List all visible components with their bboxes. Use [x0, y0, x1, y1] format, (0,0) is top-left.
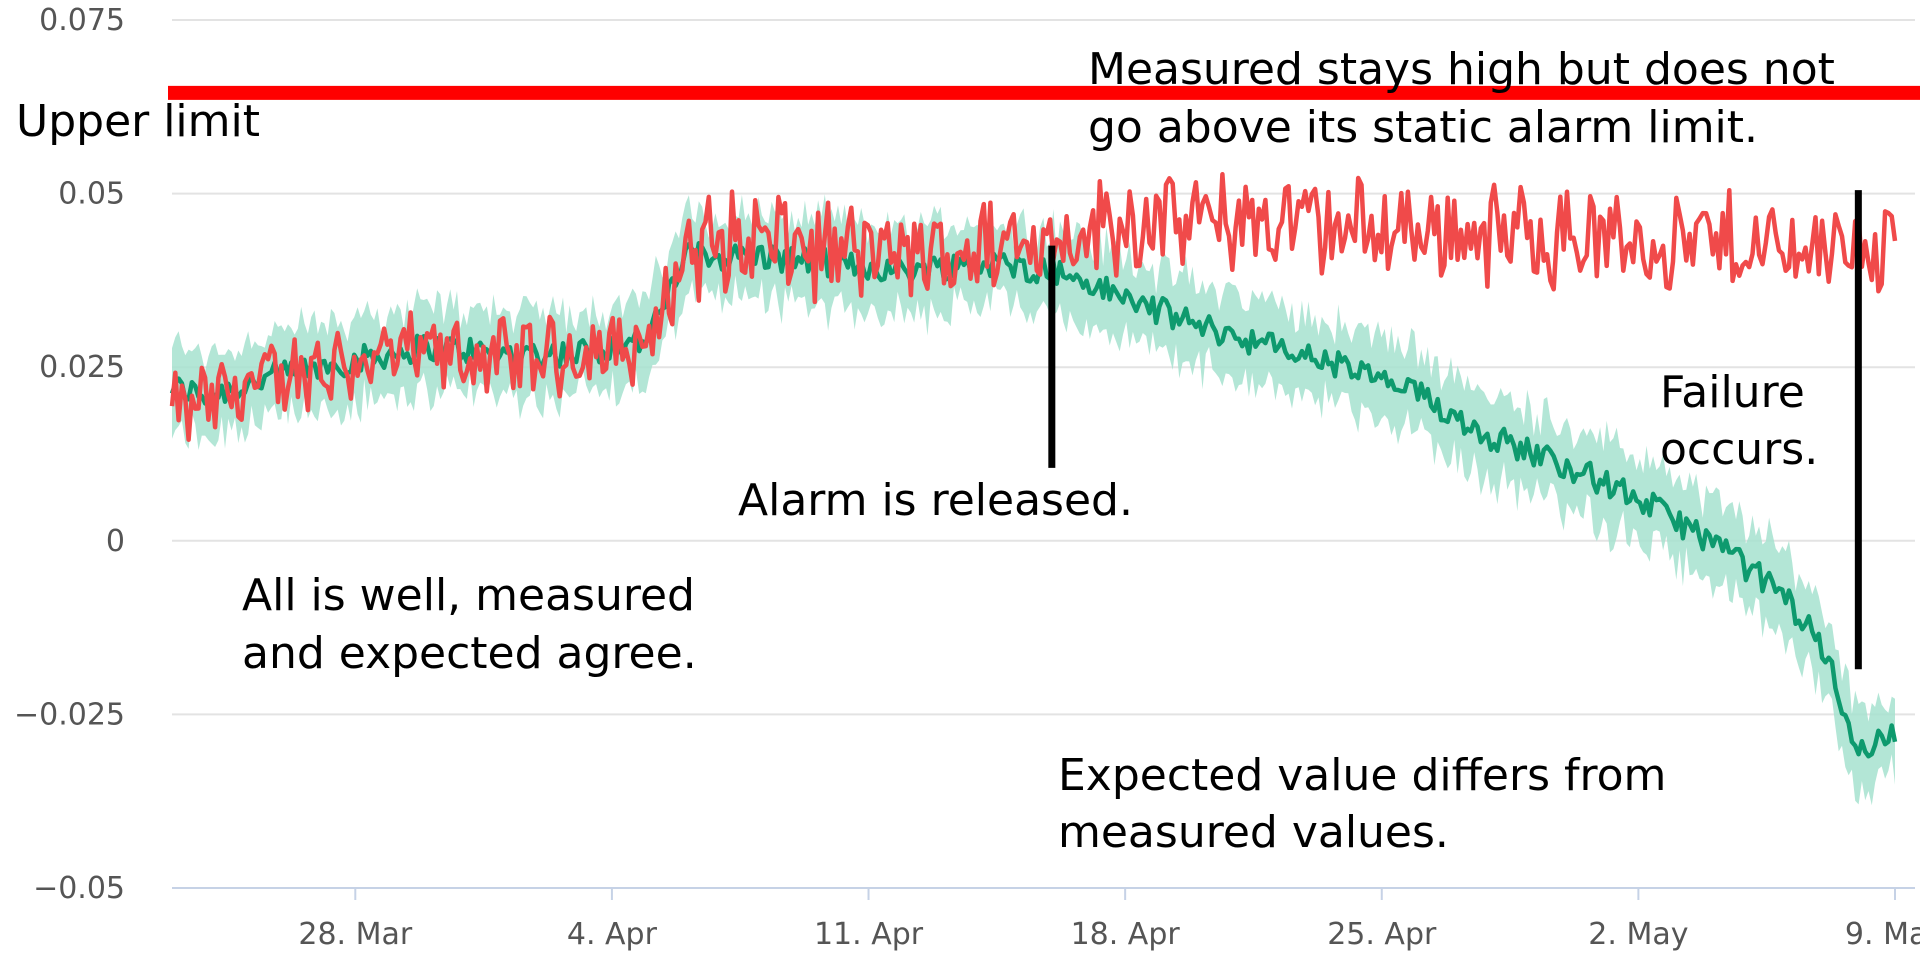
annotation-expected-differs-line2: measured values. [1058, 807, 1449, 858]
annotation-all-is-well-line2: and expected agree. [242, 628, 697, 679]
annotation-failure-line2: occurs. [1660, 424, 1818, 475]
annotation-upper-limit: Upper limit [16, 96, 260, 147]
annotation-expected-differs-line1: Expected value differs from [1058, 750, 1666, 801]
x-tick-label: 4. Apr [567, 917, 658, 952]
annotation-measured-stays-line1: Measured stays high but does not [1088, 44, 1835, 95]
annotation-measured-stays-line2: go above its static alarm limit. [1088, 102, 1758, 153]
x-tick-label: 9. May [1845, 917, 1920, 952]
series-line-measured [169, 172, 1898, 442]
x-tick-label: 11. Apr [814, 917, 924, 952]
annotation-all-is-well-line1: All is well, measured [242, 570, 695, 621]
x-tick-label: 18. Apr [1071, 917, 1181, 952]
annotation-alarm-released: Alarm is released. [738, 475, 1133, 526]
y-tick-label: 0.05 [58, 177, 125, 212]
series-layer [169, 172, 1898, 759]
y-tick-label: 0.075 [39, 3, 125, 38]
x-tick-label: 2. May [1588, 917, 1688, 952]
x-tick-label: 25. Apr [1327, 917, 1437, 952]
y-tick-label: −0.025 [14, 697, 125, 732]
x-tick-label: 28. Mar [298, 917, 413, 952]
annotation-failure-line1: Failure [1660, 367, 1805, 418]
y-tick-label: 0 [106, 524, 125, 559]
y-tick-label: 0.025 [39, 350, 125, 385]
y-tick-label: −0.05 [33, 871, 125, 906]
tick-layer: 0.075 0.05 0.025 0 −0.025 −0.05 28. Mar 4. Apr 1… [14, 3, 1920, 952]
marker-layer [1048, 190, 1862, 670]
